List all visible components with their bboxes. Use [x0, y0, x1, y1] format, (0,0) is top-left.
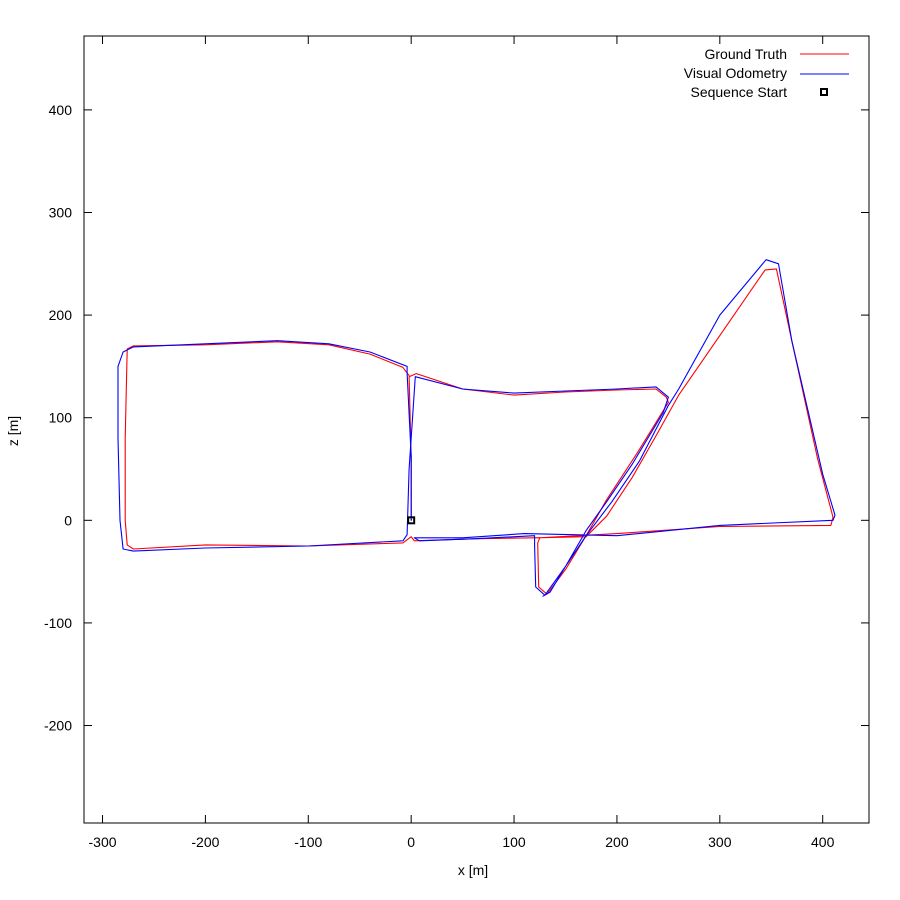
x-tick-label: -200 — [191, 834, 219, 850]
y-tick-label: 400 — [49, 102, 73, 118]
x-tick-label: -300 — [89, 834, 117, 850]
y-tick-label: -200 — [44, 718, 72, 734]
x-tick-label: 300 — [708, 834, 732, 850]
y-tick-label: -100 — [44, 615, 72, 631]
x-tick-label: 0 — [407, 834, 415, 850]
x-tick-label: 200 — [605, 834, 629, 850]
legend-sequence-start-marker — [820, 88, 828, 96]
axis-ticks: -300 -200 -100 0 100 200 300 400 -200 -100 0 100 200… — [44, 36, 869, 850]
x-tick-label: 100 — [502, 834, 526, 850]
legend: Ground Truth Visual Odometry Sequence St… — [684, 46, 849, 100]
plot-frame — [83, 35, 870, 824]
x-tick-label: -100 — [294, 834, 322, 850]
series-line-visual-odometry — [117, 259, 836, 597]
series-layer — [117, 259, 836, 597]
sequence-start-marker — [407, 516, 416, 525]
y-tick-label: 200 — [49, 307, 73, 323]
y-tick-label: 300 — [49, 204, 73, 220]
x-tick-label: 400 — [811, 834, 835, 850]
legend-sequence-start-label: Sequence Start — [690, 84, 787, 100]
x-axis-label: x [m] — [458, 862, 488, 878]
legend-ground-truth-label: Ground Truth — [705, 46, 788, 62]
y-tick-label: 0 — [64, 512, 72, 528]
legend-visual-odometry-label: Visual Odometry — [684, 65, 787, 81]
y-axis-label: z [m] — [5, 416, 21, 446]
marker-layer — [407, 516, 416, 525]
series-line-ground-truth — [124, 268, 834, 595]
y-tick-label: 100 — [49, 410, 73, 426]
